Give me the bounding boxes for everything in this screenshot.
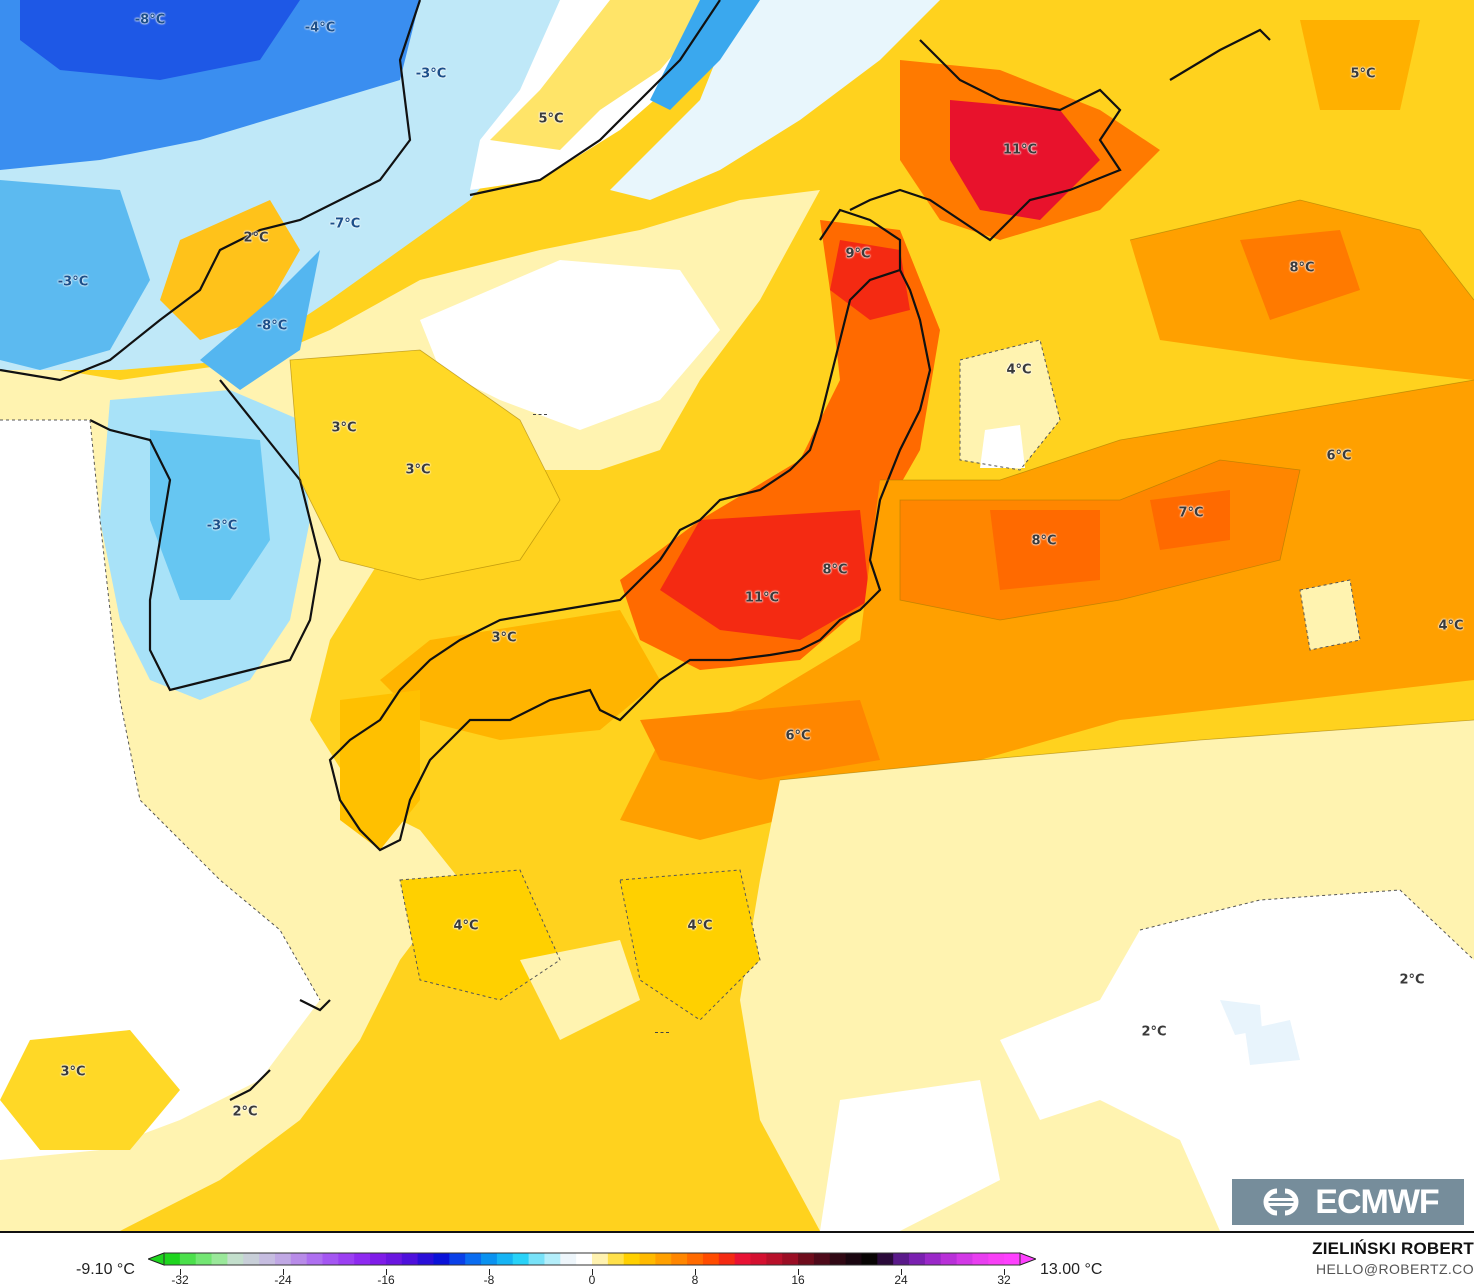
colorbar-tick [489,1269,490,1275]
colorbar-tick-label: -8 [483,1273,495,1287]
temperature-label: -7°C [329,216,361,232]
temperature-label: 8°C [1031,533,1057,549]
colorbar-tick-label: 0 [588,1273,596,1287]
colorbar-tick-label: -16 [377,1273,395,1287]
author-email: HELLO@ROBERTZ.CO [1315,1261,1474,1277]
colorbar-tick [180,1269,181,1275]
colorbar-tick [798,1269,799,1275]
temperature-label: 3°C [405,462,431,478]
temperature-label: 2°C [1399,972,1425,988]
temperature-label: 2°C [232,1104,258,1120]
colorbar-tick-label: 8 [691,1273,699,1287]
temperature-label: 6°C [1326,448,1352,464]
colorbar [148,1252,1036,1266]
temperature-label: 4°C [1438,618,1464,634]
colorbar-tick-label: 16 [791,1273,805,1287]
max-value-label: 13.00 °C [1040,1261,1103,1278]
temperature-label: 4°C [453,918,479,934]
temperature-label: -3°C [415,66,447,82]
colorbar-tick-label: -24 [274,1273,292,1287]
ecmwf-logo: ECMWF [1232,1179,1464,1225]
colorbar-tick [1004,1269,1005,1275]
colorbar-tick [695,1269,696,1275]
colorbar-tick [592,1269,593,1275]
temperature-label: 9°C [845,246,871,262]
missing-value-marker [533,414,547,415]
temperature-label: 11°C [744,590,780,606]
temperature-label: -3°C [57,274,89,290]
min-value-label: -9.10 °C [76,1261,135,1278]
temperature-label: 2°C [243,230,269,246]
temperature-label: 2°C [1141,1024,1167,1040]
temperature-label: -4°C [304,20,336,36]
temperature-label: 8°C [1289,260,1315,276]
colorbar-tick [386,1269,387,1275]
temperature-label: 3°C [60,1064,86,1080]
author-name: ZIELIŃSKI ROBERT [1312,1239,1474,1258]
temperature-label: 4°C [1006,362,1032,378]
missing-value-marker [655,1032,669,1033]
temperature-map: -8°C -4°C -3°C 5°C -7°C 2°C -3°C -8°C 11°C 9°C 5°C… [0,0,1474,1233]
temperature-label: -8°C [256,318,288,334]
author-credit: ZIELIŃSKI ROBERT HELLO@ROBERTZ.CO [1312,1239,1474,1277]
ecmwf-logo-icon [1257,1187,1305,1217]
colorbar-tick-label: -32 [171,1273,189,1287]
temperature-label: 7°C [1178,505,1204,521]
colorbar-tick-label: 24 [894,1273,908,1287]
temperature-label: 4°C [687,918,713,934]
temperature-label: 5°C [1350,66,1376,82]
colorbar-tick [283,1269,284,1275]
temperature-label: 11°C [1002,142,1038,158]
temperature-label: 6°C [785,728,811,744]
ecmwf-logo-text: ECMWF [1315,1182,1439,1221]
temperature-label: 5°C [538,111,564,127]
colorbar-legend: -9.10 °C -32 -24 -16 -8 0 8 16 24 32 13.00 °C ZI… [0,1233,1474,1287]
temperature-label: -3°C [206,518,238,534]
colorbar-tick-label: 32 [997,1273,1011,1287]
temperature-label: 8°C [822,562,848,578]
temperature-label: 3°C [491,630,517,646]
temperature-field [0,0,1474,1231]
temperature-label: -8°C [134,12,166,28]
temperature-label: 3°C [331,420,357,436]
colorbar-tick [901,1269,902,1275]
